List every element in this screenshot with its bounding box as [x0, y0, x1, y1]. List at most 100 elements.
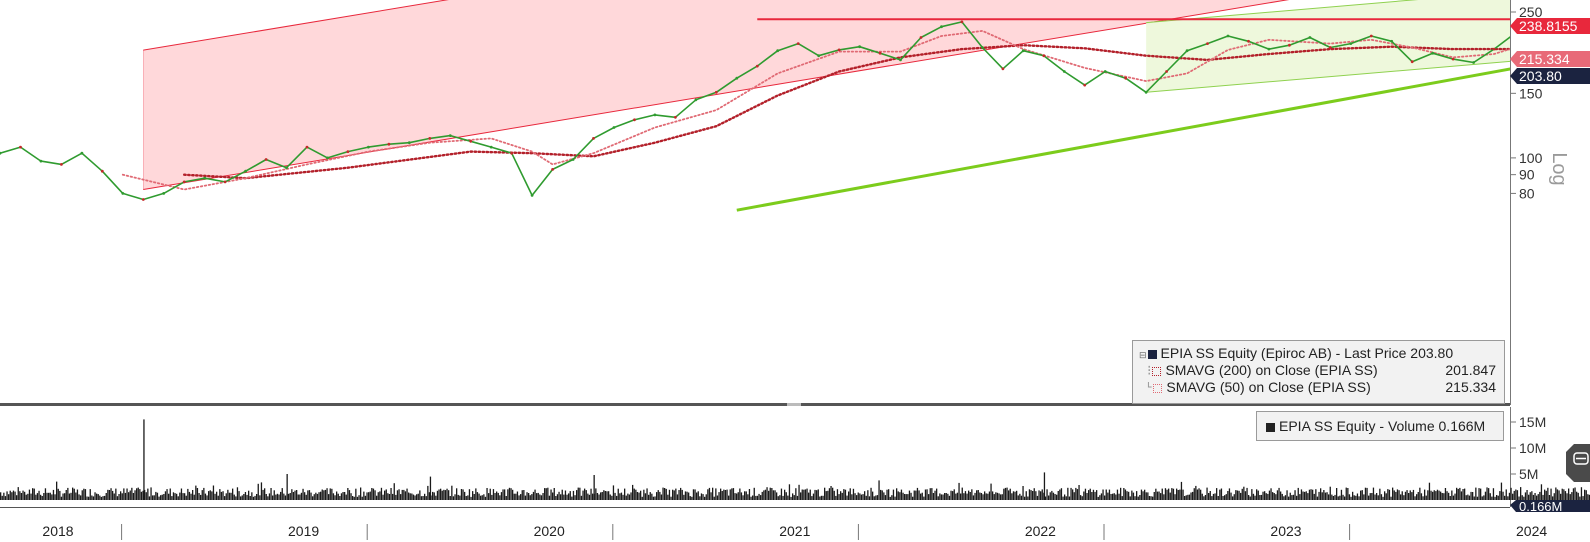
volume-bar [272, 495, 274, 500]
volume-bar [507, 489, 509, 500]
volume-bar [324, 489, 327, 500]
volume-bar [124, 492, 127, 500]
volume-bar [1406, 490, 1408, 500]
volume-bar [1416, 494, 1418, 500]
support-line[interactable] [736, 46, 1590, 212]
volume-bar [763, 490, 765, 500]
volume-bar [1448, 492, 1450, 500]
channel-lower-1[interactable] [1146, 54, 1590, 93]
volume-bar [315, 492, 317, 500]
year-label: 2021 [779, 523, 810, 539]
volume-bar [96, 493, 98, 500]
volume-bar [504, 489, 506, 500]
volume-bar [385, 489, 387, 500]
volume-bar [1121, 496, 1123, 500]
volume-bar [483, 494, 485, 500]
sma50-swatch [1153, 384, 1163, 393]
legend-row-sma200[interactable]: ⁝ SMAVG (200) on Close (EPIA SS) 201.847 [1147, 362, 1496, 378]
volume-bar [1580, 487, 1583, 500]
channel-upper-1[interactable] [1146, 0, 1590, 24]
volume-bar [1449, 496, 1451, 500]
volume-bar [283, 493, 285, 500]
volume-bar [1404, 491, 1407, 500]
volume-bar [515, 493, 517, 500]
volume-bar [456, 488, 458, 500]
legend-row-sma50[interactable]: ᒻ SMAVG (50) on Close (EPIA SS) 215.334 [1147, 379, 1496, 395]
volume-bar [259, 495, 261, 500]
volume-bar [209, 490, 211, 500]
volume-bar [1211, 496, 1213, 500]
channel-upper-0[interactable] [143, 0, 1510, 51]
volume-swatch [1266, 423, 1275, 432]
volume-bar [880, 489, 882, 500]
volume-bar [979, 492, 981, 500]
volume-y-ticks: 15M 10M 5M 0.166M [1510, 414, 1590, 514]
volume-bar [481, 495, 483, 500]
volume-bar [337, 493, 339, 500]
volume-bar [1115, 494, 1117, 500]
volume-bar [131, 487, 133, 500]
price-point [735, 76, 739, 80]
legend-row-volume[interactable]: EPIA SS Equity - Volume 0.166M [1266, 418, 1503, 435]
sma200-line[interactable] [183, 43, 1590, 180]
volume-bar [150, 487, 152, 500]
volume-panel-toggle[interactable] [1566, 444, 1590, 482]
volume-bar [1390, 496, 1392, 500]
volume-bar [539, 494, 541, 500]
volume-bar [44, 488, 47, 500]
price-point [141, 198, 145, 201]
volume-bar [408, 492, 410, 500]
volume-bar [81, 490, 83, 500]
volume-bar [1425, 495, 1427, 500]
volume-bar [1012, 491, 1015, 500]
volume-bar [275, 494, 277, 500]
volume-last-label: 0.166M [1519, 499, 1562, 514]
volume-bar [1136, 491, 1138, 500]
volume-bar [429, 476, 432, 500]
volume-bar [1534, 493, 1536, 500]
volume-bar [1286, 490, 1288, 500]
volume-bar [1588, 494, 1590, 500]
volume-bar [32, 488, 34, 500]
volume-bar [1478, 488, 1480, 500]
volume-bar [216, 491, 218, 500]
price-point [1451, 57, 1455, 61]
volume-bar [1259, 495, 1261, 500]
volume-bar [1377, 495, 1379, 500]
volume-bar [432, 491, 434, 500]
volume-bar [1347, 488, 1349, 500]
volume-bar [1430, 490, 1432, 500]
volume-bar [41, 496, 43, 500]
volume-bar [176, 493, 178, 500]
volume-bar [1312, 489, 1314, 500]
price-point [1472, 61, 1475, 64]
legend-volume-label: EPIA SS Equity - Volume 0.166M [1279, 418, 1486, 434]
volume-bar [716, 495, 719, 500]
volume-bar [1113, 493, 1115, 500]
volume-bar [1032, 491, 1034, 500]
volume-bar [1281, 493, 1283, 500]
volume-bar [1139, 495, 1141, 500]
volume-bar [1257, 490, 1259, 500]
volume-bar [795, 488, 797, 500]
volume-bar [1276, 490, 1279, 500]
volume-bar [761, 491, 763, 500]
volume-bar [872, 491, 874, 500]
collapse-icon[interactable]: ⊟ [1139, 350, 1147, 360]
volume-bar [961, 487, 963, 500]
sma50-line[interactable] [121, 29, 1590, 191]
price-point [1021, 49, 1025, 53]
volume-bar [139, 489, 141, 500]
volume-bar [187, 488, 189, 500]
price-swatch [1147, 350, 1157, 359]
volume-bar [1070, 487, 1072, 500]
volume-bar [1169, 492, 1171, 500]
volume-bar [1059, 489, 1061, 500]
legend-row-price[interactable]: ⊟ EPIA SS Equity (Epiroc AB) - Last Price… [1133, 345, 1504, 362]
panel-divider-grip[interactable] [787, 403, 801, 406]
volume-bar [377, 492, 379, 500]
price-point [612, 126, 616, 129]
volume-bar [128, 492, 130, 500]
volume-bar [140, 491, 143, 500]
price-point [796, 42, 800, 45]
